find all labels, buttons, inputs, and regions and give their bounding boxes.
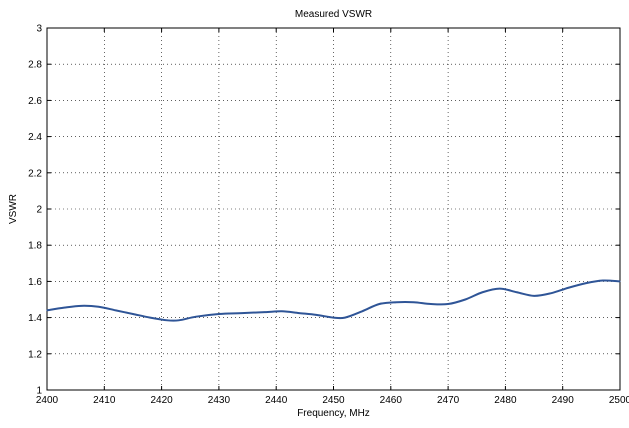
x-tick-label: 2440 (265, 395, 288, 406)
data-point (218, 313, 220, 315)
data-point (178, 319, 180, 321)
data-point (281, 310, 283, 312)
data-point (619, 280, 621, 282)
data-point (315, 314, 317, 316)
data-point (195, 316, 197, 318)
y-tick-label: 1.4 (28, 313, 42, 324)
data-point (550, 292, 552, 294)
data-point (395, 301, 398, 303)
x-tick-label: 2430 (208, 395, 231, 406)
data-point (602, 279, 604, 282)
series-layer (46, 279, 621, 322)
series-line (46, 279, 621, 322)
y-tick-label: 1 (36, 386, 42, 397)
data-point (413, 301, 415, 303)
data-point (97, 306, 100, 308)
x-tick-label: 2490 (552, 395, 575, 406)
data-point (149, 317, 151, 319)
y-tick-label: 2.2 (28, 168, 42, 179)
data-point (132, 313, 134, 315)
y-tick-label: 2.6 (28, 96, 42, 107)
data-point (344, 317, 346, 319)
x-axis-label: Frequency, MHz (297, 408, 370, 419)
data-point (361, 310, 363, 312)
data-point (567, 287, 570, 289)
data-point (264, 311, 266, 313)
data-point (46, 309, 48, 311)
data-point (481, 291, 484, 293)
y-tick-label: 2.8 (28, 60, 42, 71)
data-point (80, 305, 82, 307)
data-point (332, 317, 335, 319)
y-tick-label: 2.4 (28, 132, 42, 143)
y-tick-label: 1.2 (28, 349, 42, 360)
data-point (241, 312, 243, 314)
data-point (298, 312, 300, 314)
y-tick-label: 1.8 (28, 241, 42, 252)
data-point (447, 303, 449, 305)
x-tick-label: 2470 (437, 395, 460, 406)
x-tick-label: 2500 (609, 395, 629, 406)
chart-title: Measured VSWR (295, 9, 372, 20)
data-point (378, 303, 380, 305)
y-tick-label: 1.6 (28, 277, 42, 288)
data-point (115, 309, 117, 311)
data-point (166, 319, 168, 321)
x-tick-label: 2460 (380, 395, 403, 406)
data-point (430, 303, 432, 305)
grid (47, 28, 620, 390)
x-tick-label: 2410 (93, 395, 116, 406)
y-tick-label: 2 (36, 205, 42, 216)
x-tick-label: 2450 (322, 395, 345, 406)
data-point (63, 307, 65, 309)
axis-ticks: 2400 2410 2420 2430 2440 2450 2460 2470 2480 2490… (28, 24, 629, 407)
data-point (585, 282, 587, 284)
x-tick-label: 2480 (494, 395, 517, 406)
x-tick-label: 2400 (36, 395, 59, 406)
x-tick-label: 2420 (150, 395, 173, 406)
data-point (499, 288, 501, 290)
data-point (464, 298, 466, 301)
y-tick-label: 3 (36, 24, 42, 35)
data-point (533, 295, 535, 297)
data-point (516, 291, 518, 293)
y-axis-label: VSWR (8, 194, 19, 224)
